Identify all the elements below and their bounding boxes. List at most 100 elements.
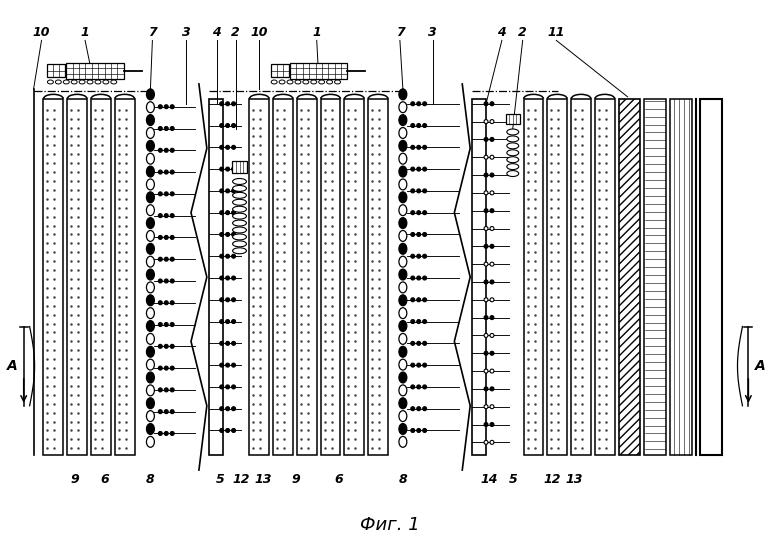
Bar xyxy=(595,99,615,455)
Circle shape xyxy=(158,301,162,305)
Circle shape xyxy=(170,344,174,348)
Circle shape xyxy=(220,211,224,214)
Ellipse shape xyxy=(399,436,407,447)
Ellipse shape xyxy=(399,256,407,267)
Circle shape xyxy=(170,323,174,326)
Circle shape xyxy=(232,145,236,149)
Circle shape xyxy=(411,276,415,280)
Circle shape xyxy=(411,124,415,128)
Circle shape xyxy=(484,423,488,427)
Circle shape xyxy=(490,155,494,159)
Circle shape xyxy=(220,428,224,432)
Bar xyxy=(91,99,111,455)
Ellipse shape xyxy=(147,359,154,370)
Bar xyxy=(523,99,544,455)
Circle shape xyxy=(225,124,229,128)
Text: 13: 13 xyxy=(566,473,583,486)
Text: 4: 4 xyxy=(212,26,221,40)
Ellipse shape xyxy=(271,80,277,84)
Circle shape xyxy=(170,170,174,174)
Circle shape xyxy=(417,320,420,324)
Circle shape xyxy=(232,428,236,432)
Circle shape xyxy=(220,298,224,302)
Circle shape xyxy=(158,366,162,370)
Text: 3: 3 xyxy=(182,26,190,40)
Ellipse shape xyxy=(147,334,154,344)
Circle shape xyxy=(484,245,488,248)
Ellipse shape xyxy=(327,80,332,84)
Ellipse shape xyxy=(399,218,407,228)
Ellipse shape xyxy=(399,372,407,383)
Circle shape xyxy=(423,276,427,280)
Circle shape xyxy=(484,280,488,284)
Circle shape xyxy=(490,316,494,320)
Bar xyxy=(232,161,247,173)
Circle shape xyxy=(417,341,420,345)
Text: 14: 14 xyxy=(480,473,498,486)
Circle shape xyxy=(490,102,494,106)
Ellipse shape xyxy=(399,89,407,100)
Circle shape xyxy=(417,167,420,171)
Bar xyxy=(321,99,341,455)
Ellipse shape xyxy=(147,295,154,306)
Circle shape xyxy=(220,407,224,411)
Circle shape xyxy=(165,410,168,414)
Bar xyxy=(67,99,87,455)
Circle shape xyxy=(220,102,224,106)
Text: A: A xyxy=(755,359,766,373)
Ellipse shape xyxy=(55,80,62,84)
Circle shape xyxy=(423,211,427,214)
Bar xyxy=(368,99,388,455)
Circle shape xyxy=(158,214,162,218)
Ellipse shape xyxy=(399,346,407,357)
Bar xyxy=(548,99,567,455)
Circle shape xyxy=(165,366,168,370)
Circle shape xyxy=(411,167,415,171)
Ellipse shape xyxy=(79,80,85,84)
Text: 9: 9 xyxy=(292,473,300,486)
Ellipse shape xyxy=(147,179,154,190)
Circle shape xyxy=(484,369,488,373)
Bar xyxy=(115,99,135,455)
Circle shape xyxy=(232,385,236,389)
Circle shape xyxy=(417,189,420,193)
Ellipse shape xyxy=(507,164,519,169)
Circle shape xyxy=(158,388,162,392)
Circle shape xyxy=(225,211,229,214)
Bar xyxy=(571,99,591,455)
Ellipse shape xyxy=(507,157,519,163)
Circle shape xyxy=(411,428,415,432)
Circle shape xyxy=(423,385,427,389)
Circle shape xyxy=(225,254,229,258)
Ellipse shape xyxy=(507,170,519,177)
Circle shape xyxy=(484,173,488,177)
Circle shape xyxy=(490,138,494,141)
Ellipse shape xyxy=(399,411,407,422)
Circle shape xyxy=(484,120,488,124)
Circle shape xyxy=(170,279,174,283)
Ellipse shape xyxy=(147,128,154,138)
Circle shape xyxy=(423,320,427,324)
Circle shape xyxy=(232,407,236,411)
Ellipse shape xyxy=(147,153,154,164)
Circle shape xyxy=(232,298,236,302)
Text: 7: 7 xyxy=(148,26,157,40)
Text: 13: 13 xyxy=(254,473,272,486)
Circle shape xyxy=(225,407,229,411)
Circle shape xyxy=(165,344,168,348)
Ellipse shape xyxy=(232,206,246,212)
Circle shape xyxy=(225,189,229,193)
Circle shape xyxy=(417,124,420,128)
Ellipse shape xyxy=(399,359,407,370)
Ellipse shape xyxy=(399,192,407,203)
Circle shape xyxy=(158,105,162,109)
Circle shape xyxy=(490,423,494,427)
Ellipse shape xyxy=(399,423,407,434)
Circle shape xyxy=(165,257,168,261)
Bar xyxy=(670,99,692,455)
Circle shape xyxy=(484,441,488,444)
Circle shape xyxy=(417,254,420,258)
Circle shape xyxy=(423,232,427,236)
Circle shape xyxy=(220,320,224,324)
Ellipse shape xyxy=(507,136,519,142)
